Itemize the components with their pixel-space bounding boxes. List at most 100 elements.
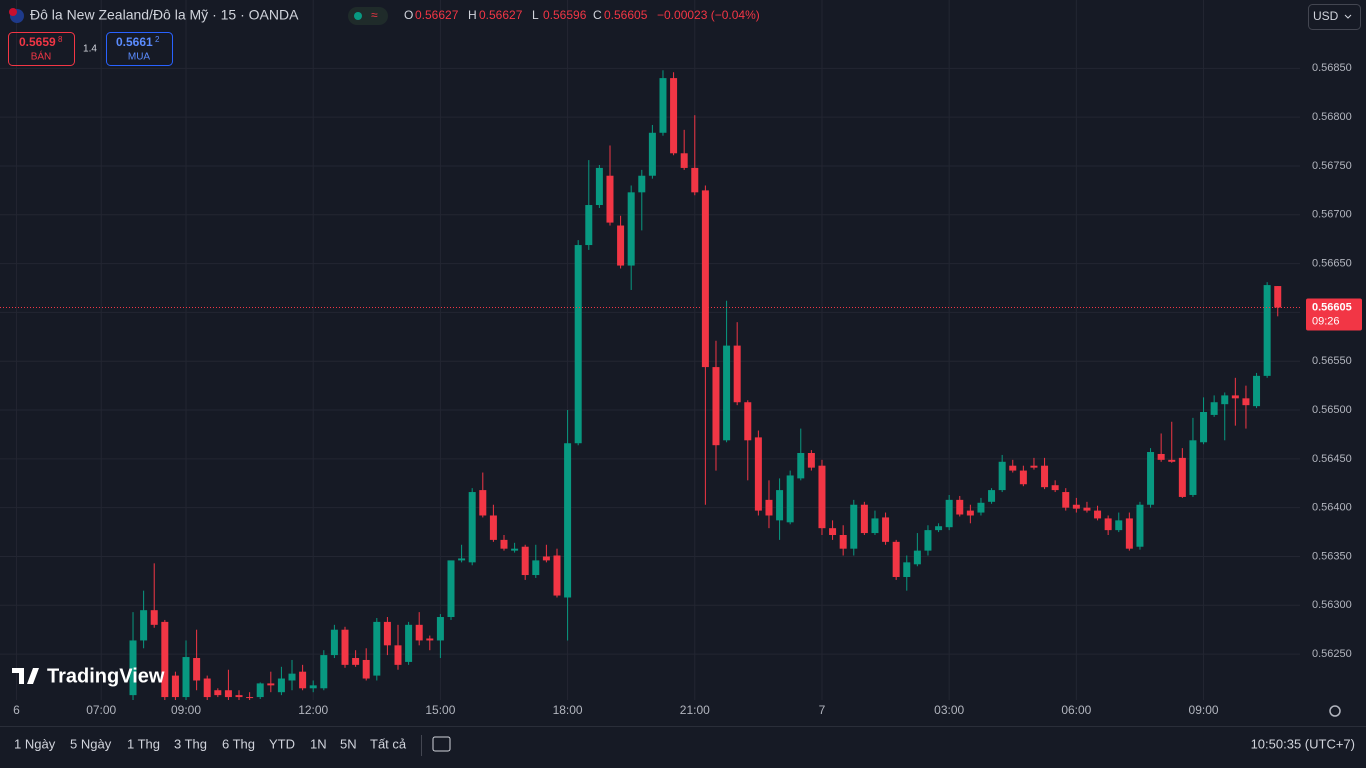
candle-body <box>797 452 805 479</box>
x-tick-label: 21:00 <box>680 703 710 717</box>
symbol-title[interactable]: Đô la New Zealand/Đô la Mỹ · 15 · OANDA <box>30 7 299 23</box>
range-button[interactable]: 3 Thg <box>174 736 207 751</box>
candle-body <box>839 535 847 549</box>
x-tick-label: 12:00 <box>298 703 328 717</box>
candle-body <box>1083 507 1091 511</box>
grid <box>0 0 1300 700</box>
candle-body <box>532 560 540 576</box>
candle-body <box>691 167 699 193</box>
candle-body <box>320 655 328 689</box>
candle-body <box>956 499 964 515</box>
range-button[interactable]: 1 Ngày <box>14 736 56 751</box>
buy-button[interactable] <box>106 32 173 66</box>
candle-body <box>1168 459 1176 462</box>
candle-body <box>659 78 667 133</box>
logo: TradingView <box>47 665 165 687</box>
ohlc-change: −0.00023 (−0.04%) <box>657 8 760 22</box>
candle-body <box>1136 504 1144 547</box>
candle-body <box>436 617 444 641</box>
candle-body <box>193 658 201 681</box>
range-button[interactable]: 5 Ngày <box>70 736 112 751</box>
candle-body <box>945 499 953 528</box>
date-range-icon[interactable] <box>432 736 451 752</box>
candle-body <box>882 517 890 542</box>
candle-body <box>1189 440 1197 495</box>
buy-pip: 2 <box>155 35 160 44</box>
candle-body <box>776 490 784 521</box>
candle-body <box>373 621 381 676</box>
candle-body <box>670 78 678 154</box>
candle-body <box>1147 452 1155 505</box>
candle-body <box>606 175 614 223</box>
candle-body <box>362 659 370 679</box>
y-tick-label: 0.56300 <box>1312 599 1352 611</box>
candle-body <box>1115 520 1123 531</box>
candle-body <box>405 624 413 662</box>
candle-body <box>754 437 762 511</box>
flag-icon <box>9 8 17 16</box>
candle-body <box>903 562 911 577</box>
sell-button[interactable] <box>8 32 75 66</box>
candle-body <box>500 539 508 549</box>
candle-body <box>299 671 307 689</box>
y-tick-label: 0.56800 <box>1312 111 1352 123</box>
x-tick-label: 03:00 <box>934 703 964 717</box>
candle-body <box>1041 465 1049 488</box>
candle-body <box>235 695 243 698</box>
range-button[interactable]: Tất cả <box>370 736 407 751</box>
candle-body <box>712 367 720 446</box>
candle-body <box>352 658 360 665</box>
candle-body <box>394 645 402 665</box>
candle-body <box>1274 286 1282 308</box>
candle-body <box>458 558 466 561</box>
currency: USD <box>1313 9 1339 23</box>
x-tick-label: 09:00 <box>1189 703 1219 717</box>
currency-button[interactable] <box>1308 4 1361 30</box>
candle-body <box>267 683 275 686</box>
candle-body <box>150 610 158 625</box>
candle-body <box>489 515 497 540</box>
candle-body <box>277 678 285 693</box>
clock[interactable]: 10:50:35 (UTC+7) <box>1251 736 1355 751</box>
price-label-box <box>1306 298 1362 331</box>
range-button[interactable]: 6 Thg <box>222 736 255 751</box>
candle-body <box>1231 395 1239 399</box>
candle-body <box>383 621 391 646</box>
candle-body <box>935 526 943 531</box>
candle-body <box>246 697 254 699</box>
candle-body <box>553 555 561 596</box>
status-pill[interactable] <box>348 7 388 25</box>
x-tick-label: 7 <box>819 703 826 717</box>
range-button[interactable]: YTD <box>269 736 295 751</box>
candle-body <box>330 629 338 656</box>
range-button[interactable]: 1 Thg <box>127 736 160 751</box>
range-button[interactable]: 5N <box>340 736 357 751</box>
ohlc-value: 0.56605 <box>604 8 648 22</box>
range-button[interactable]: 1N <box>310 736 327 751</box>
candle-body <box>818 465 826 529</box>
candle-body <box>585 205 593 246</box>
ohlc-key: O <box>404 8 413 22</box>
candle-body <box>648 132 656 176</box>
candle-body <box>1242 398 1250 406</box>
candle-body <box>1210 402 1218 415</box>
candle-body <box>988 490 996 502</box>
candle-body <box>1200 411 1208 443</box>
candle-body <box>733 345 741 403</box>
candle-body <box>892 541 900 577</box>
y-tick-label: 0.56250 <box>1312 648 1352 660</box>
buy-price: 0.5661 <box>116 35 153 49</box>
x-tick-label: 09:00 <box>171 703 201 717</box>
ohlc-key: C <box>593 8 602 22</box>
candle-body <box>171 675 179 698</box>
ohlc-value: 0.56596 <box>543 8 587 22</box>
settings-icon[interactable] <box>1329 705 1341 717</box>
candle-body <box>1104 518 1112 531</box>
candle-body <box>182 657 190 698</box>
candle-body <box>627 192 635 266</box>
logo-icon <box>12 668 39 684</box>
candle-body <box>1072 504 1080 509</box>
candle-body <box>511 548 519 551</box>
